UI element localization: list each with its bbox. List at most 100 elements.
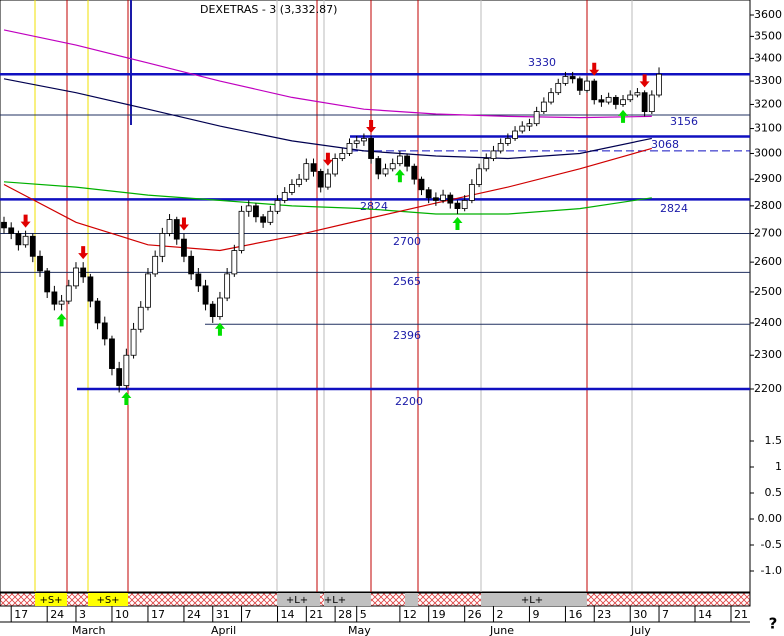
candle-body: [569, 76, 576, 80]
candle-body: [58, 300, 65, 305]
candle-body: [109, 338, 115, 369]
candle-body: [166, 219, 173, 234]
candle-body: [584, 80, 590, 91]
candle-body: [231, 250, 238, 275]
y-tick-label: 3100: [754, 122, 782, 135]
signal-box: [324, 593, 371, 606]
y-tick-label: 2700: [754, 226, 782, 239]
help-button[interactable]: ?: [769, 615, 778, 633]
signal-label: +L+: [286, 595, 308, 606]
candle-body: [159, 233, 166, 257]
x-tick-label: 30: [633, 608, 647, 621]
x-tick-label: 16: [568, 608, 582, 621]
candle-body: [353, 140, 360, 144]
sell-arrow: [639, 74, 650, 88]
x-tick-label: 17: [14, 608, 28, 621]
month-label: May: [348, 624, 371, 636]
candle-body: [267, 210, 274, 223]
x-tick-label: 7: [245, 608, 252, 621]
candle-body: [217, 297, 223, 318]
candle-body: [94, 300, 101, 324]
level-label: 2396: [393, 329, 421, 342]
y-tick-label: 2600: [754, 255, 782, 268]
candle-body: [332, 158, 339, 175]
candle-body: [468, 184, 475, 201]
candle-body: [483, 158, 490, 170]
month-label: March: [72, 624, 106, 636]
x-tick-label: 3: [79, 608, 86, 621]
candle-body: [375, 158, 382, 175]
y-tick-label: 0.00: [758, 512, 783, 525]
x-tick-label: 14: [698, 608, 712, 621]
signal-label: +L+: [521, 595, 543, 606]
candle-body: [202, 285, 209, 305]
candle-body: [195, 273, 202, 287]
candle-body: [497, 143, 504, 152]
signal-label: +S+: [96, 595, 119, 606]
candle-body: [540, 101, 547, 113]
y-tick-label: 2200: [754, 382, 782, 395]
candle-body: [152, 255, 159, 275]
buy-arrow: [121, 392, 132, 405]
candle-body: [209, 303, 216, 318]
candle-body: [37, 255, 43, 272]
moving-average: [3, 181, 652, 215]
y-tick-label: 2400: [754, 316, 782, 329]
candle-body: [440, 194, 446, 201]
y-tick-label: -1.0: [761, 564, 782, 577]
candle-body: [648, 94, 655, 113]
candle-body: [303, 163, 310, 180]
x-tick-label: 12: [403, 608, 417, 621]
level-label: 2200: [395, 395, 423, 408]
candle-body: [641, 92, 648, 113]
y-tick-label: -0.5: [761, 538, 782, 551]
candle-body: [281, 192, 288, 201]
x-tick-label: 24: [187, 608, 201, 621]
candle-body: [605, 96, 612, 103]
y-tick-label: 3200: [754, 97, 782, 110]
buy-arrow: [452, 217, 463, 231]
x-tick-label: 21: [734, 608, 748, 621]
candle-body: [447, 194, 454, 204]
y-tick-label: 3500: [754, 29, 782, 42]
candle-body: [389, 163, 396, 170]
x-tick-label: 14: [281, 608, 295, 621]
candle-body: [253, 205, 259, 218]
y-tick-label: 1: [775, 460, 782, 473]
candle-body: [533, 111, 540, 125]
candle-body: [562, 76, 569, 84]
level-label: 2700: [393, 235, 421, 248]
candle-body: [627, 94, 634, 101]
x-tick-label: 10: [115, 608, 129, 621]
x-tick-label: 19: [432, 608, 446, 621]
sell-arrow: [20, 214, 31, 228]
sell-arrow: [322, 152, 333, 166]
candle-body: [634, 92, 641, 96]
candle-body: [44, 270, 51, 293]
candle-body: [260, 216, 267, 223]
candle-body: [87, 276, 94, 302]
candle-body: [519, 125, 526, 132]
candle-body: [425, 189, 432, 199]
x-tick-label: 23: [597, 608, 611, 621]
chart-title: DEXETRAS - 3 (3,332.87): [200, 3, 337, 16]
candle-body: [224, 273, 231, 299]
candle-body: [490, 150, 497, 159]
y-tick-label: 3000: [754, 146, 782, 159]
signal-box: [405, 593, 418, 606]
y-tick-label: 2900: [754, 172, 782, 185]
signal-box: [277, 593, 320, 606]
candle-body: [130, 328, 137, 356]
buy-arrow: [394, 169, 405, 183]
level-label: 2824: [660, 202, 688, 215]
candle-body: [22, 235, 29, 246]
candle-body: [504, 138, 511, 144]
candle-body: [461, 200, 468, 209]
candle-body: [310, 163, 317, 172]
candle-body: [476, 168, 482, 185]
candle-body: [620, 99, 626, 105]
candle-body: [418, 178, 425, 191]
month-label: April: [211, 624, 236, 636]
signal-box: [481, 593, 587, 606]
